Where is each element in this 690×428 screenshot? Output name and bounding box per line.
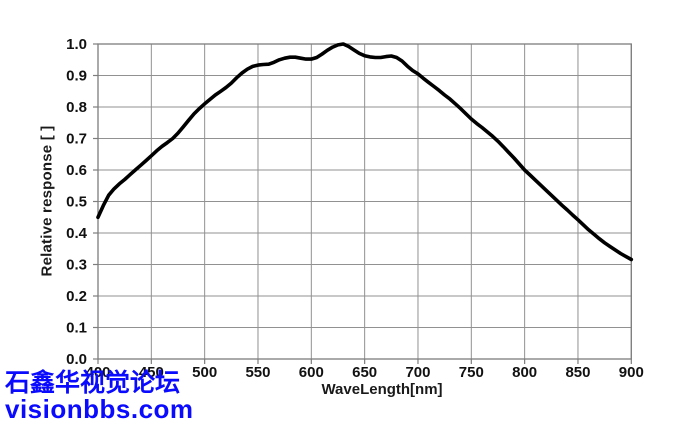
y-tick-label: 0.3: [66, 257, 87, 274]
y-tick-label: 0.2: [66, 288, 87, 305]
y-tick-label: 0.1: [66, 320, 87, 337]
x-tick-label: 850: [565, 364, 590, 381]
plot-border: [97, 43, 632, 360]
y-tick-label: 0.9: [66, 68, 87, 85]
x-tick-label: 750: [459, 364, 484, 381]
y-tick-label: 0.6: [66, 162, 87, 179]
watermark-site-name: 石鑫华视觉论坛: [5, 368, 181, 397]
x-tick-label: 650: [352, 364, 377, 381]
axis-ticks: [93, 43, 632, 364]
y-tick-label: 0.8: [66, 99, 87, 116]
y-tick-labels: 0.0 0.1 0.2 0.3 0.4 0.5 0.6 0.7 0.8 0.9 1.0: [66, 36, 88, 368]
x-tick-labels: 400 450 500 550 600 650 700 750 800 850 900: [85, 364, 643, 381]
y-tick-label: 0.7: [66, 131, 87, 148]
watermark: 石鑫华视觉论坛 visionbbs.com: [5, 368, 194, 425]
x-tick-label: 550: [245, 364, 270, 381]
y-tick-label: 0.4: [66, 225, 88, 242]
x-tick-label: 600: [299, 364, 324, 381]
x-tick-label: 450: [139, 364, 164, 381]
x-tick-label: 400: [85, 364, 110, 381]
gridlines: [97, 43, 632, 360]
x-tick-label: 700: [405, 364, 430, 381]
x-tick-label: 500: [192, 364, 217, 381]
x-tick-label: 800: [512, 364, 537, 381]
y-tick-label: 1.0: [66, 36, 87, 53]
response-curve: [96, 42, 634, 262]
x-axis-title: WaveLength[nm]: [321, 381, 443, 398]
y-tick-label: 0.0: [66, 351, 87, 368]
y-tick-label: 0.5: [66, 194, 87, 211]
y-axis-title: Relative response [ ]: [38, 125, 56, 277]
watermark-site-url: visionbbs.com: [5, 394, 194, 425]
x-tick-label: 900: [619, 364, 644, 381]
